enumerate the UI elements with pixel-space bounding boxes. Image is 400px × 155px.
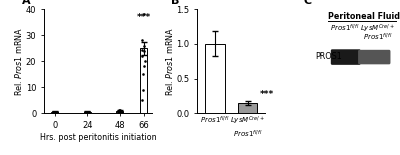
Point	[138, 39, 145, 42]
Text: $\it{LysM}^{Cre/+}$: $\it{LysM}^{Cre/+}$	[360, 23, 395, 35]
Point	[140, 65, 147, 68]
Point	[82, 111, 88, 113]
Point	[50, 111, 57, 113]
Point	[116, 110, 122, 112]
Point	[52, 111, 59, 113]
Text: A: A	[22, 0, 31, 6]
Text: Peritoneal Fluid: Peritoneal Fluid	[328, 12, 400, 21]
Point	[116, 108, 123, 111]
FancyBboxPatch shape	[358, 50, 390, 64]
FancyBboxPatch shape	[331, 49, 361, 65]
Point	[141, 44, 148, 47]
Point	[54, 111, 60, 114]
Point	[139, 48, 146, 51]
Text: PROS1: PROS1	[315, 51, 342, 61]
Point	[52, 110, 58, 113]
Point	[85, 111, 91, 113]
Point	[85, 111, 92, 114]
Point	[116, 110, 122, 112]
Y-axis label: Rel. $\it{Pros1}$ mRNA: Rel. $\it{Pros1}$ mRNA	[164, 27, 175, 96]
Point	[141, 50, 147, 52]
Point	[141, 13, 148, 16]
Text: ***: ***	[260, 90, 274, 99]
Point	[142, 60, 148, 62]
Point	[140, 73, 146, 75]
Point	[115, 110, 122, 113]
Text: $\it{Pros1}^{fl/fl}$: $\it{Pros1}^{fl/fl}$	[362, 32, 392, 43]
Point	[117, 111, 123, 113]
Text: B: B	[171, 0, 180, 6]
Point	[50, 111, 56, 114]
Point	[51, 111, 58, 114]
Point	[115, 111, 122, 113]
Bar	[238, 103, 257, 113]
Point	[84, 111, 91, 114]
Text: C: C	[304, 0, 312, 6]
Point	[86, 111, 92, 113]
X-axis label: Hrs. post peritonitis initiation: Hrs. post peritonitis initiation	[40, 133, 156, 142]
Bar	[116, 111, 123, 113]
Point	[139, 55, 146, 57]
Text: ***: ***	[137, 13, 151, 22]
Text: $\it{Pros1}^{fl/fl}$: $\it{Pros1}^{fl/fl}$	[330, 23, 360, 34]
Point	[140, 89, 146, 91]
Point	[116, 109, 122, 112]
Point	[139, 99, 145, 101]
Bar	[140, 48, 147, 113]
Point	[50, 111, 57, 113]
Bar	[84, 112, 90, 113]
Bar	[205, 44, 225, 113]
Y-axis label: Rel. $\it{Pros1}$ mRNA: Rel. $\it{Pros1}$ mRNA	[13, 27, 24, 96]
Point	[86, 111, 92, 114]
Bar	[52, 112, 58, 113]
Point	[83, 111, 89, 114]
